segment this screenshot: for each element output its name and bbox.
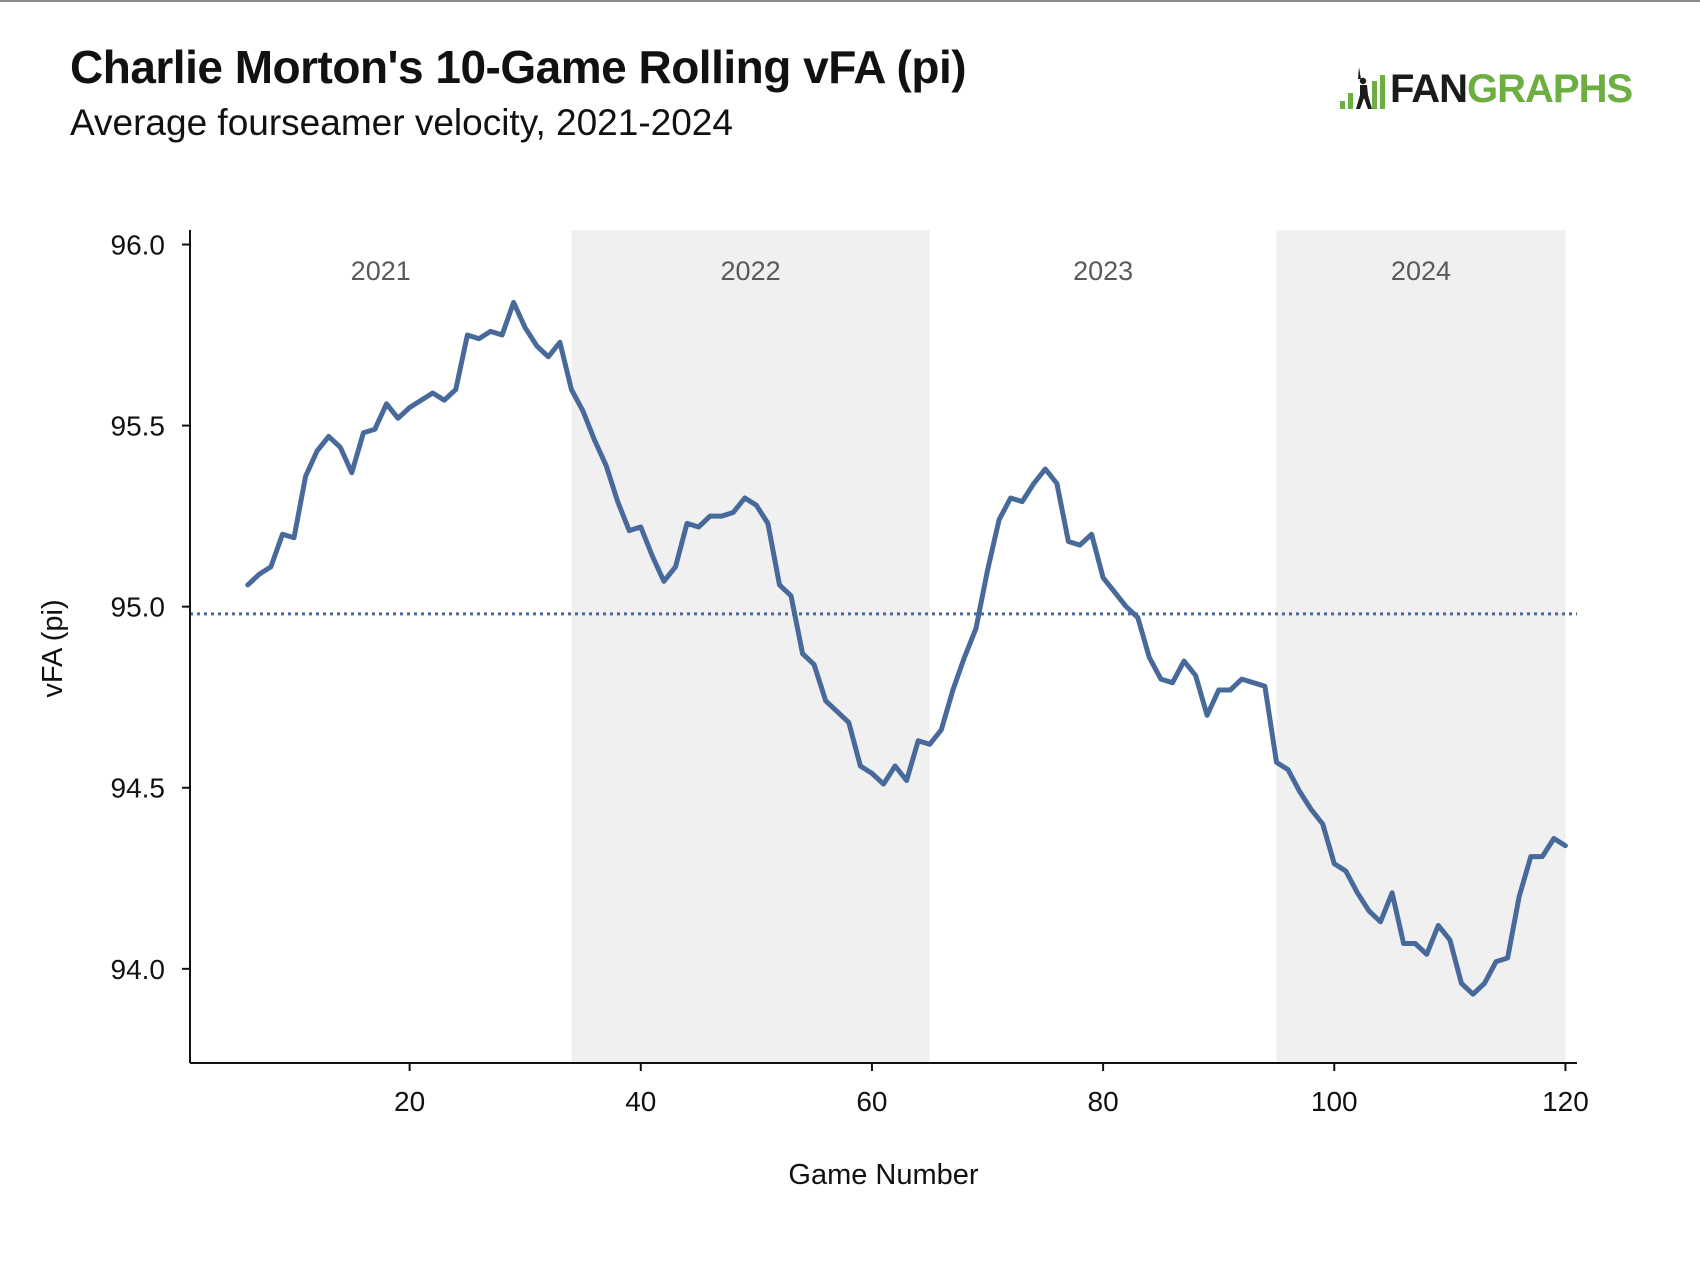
x-tick-label: 20 bbox=[394, 1086, 425, 1117]
fangraphs-logo: FAN GRAPHS bbox=[1334, 62, 1633, 116]
x-tick-label: 120 bbox=[1542, 1086, 1589, 1117]
x-tick-label: 60 bbox=[856, 1086, 887, 1117]
chart-subtitle: Average fourseamer velocity, 2021-2024 bbox=[70, 102, 733, 143]
x-ticks-group: 20 40 60 80 100 120 bbox=[394, 1063, 1589, 1117]
season-label-2024: 2024 bbox=[1391, 256, 1451, 286]
x-tick-label: 40 bbox=[625, 1086, 656, 1117]
batter-silhouette-bars-icon bbox=[1340, 67, 1385, 109]
season-label-2023: 2023 bbox=[1073, 256, 1133, 286]
logo-text-graphs: GRAPHS bbox=[1467, 66, 1633, 111]
season-shade-2024 bbox=[1276, 230, 1566, 1063]
y-tick-label: 95.5 bbox=[111, 411, 166, 442]
y-axis-title: vFA (pi) bbox=[37, 599, 69, 697]
y-ticks-group: 94.0 94.5 95.0 95.5 96.0 bbox=[111, 229, 190, 985]
y-tick-label: 96.0 bbox=[111, 229, 166, 260]
season-label-2022: 2022 bbox=[721, 256, 781, 286]
y-tick-label: 94.0 bbox=[111, 954, 166, 985]
x-tick-label: 100 bbox=[1311, 1086, 1358, 1117]
y-tick-label: 95.0 bbox=[111, 592, 166, 623]
x-axis-title: Game Number bbox=[788, 1159, 979, 1191]
series-line bbox=[245, 299, 1568, 997]
season-shade-2022 bbox=[571, 230, 930, 1063]
x-tick-label: 80 bbox=[1088, 1086, 1119, 1117]
season-shading-group bbox=[571, 230, 1566, 1063]
y-tick-label: 94.5 bbox=[111, 773, 166, 804]
chart-title: Charlie Morton's 10-Game Rolling vFA (pi… bbox=[70, 41, 967, 93]
top-rule bbox=[0, 0, 1700, 2]
season-label-2021: 2021 bbox=[351, 256, 411, 286]
season-labels-group: 2021 2022 2023 2024 bbox=[351, 256, 1451, 286]
logo-text-fan: FAN bbox=[1390, 66, 1468, 111]
